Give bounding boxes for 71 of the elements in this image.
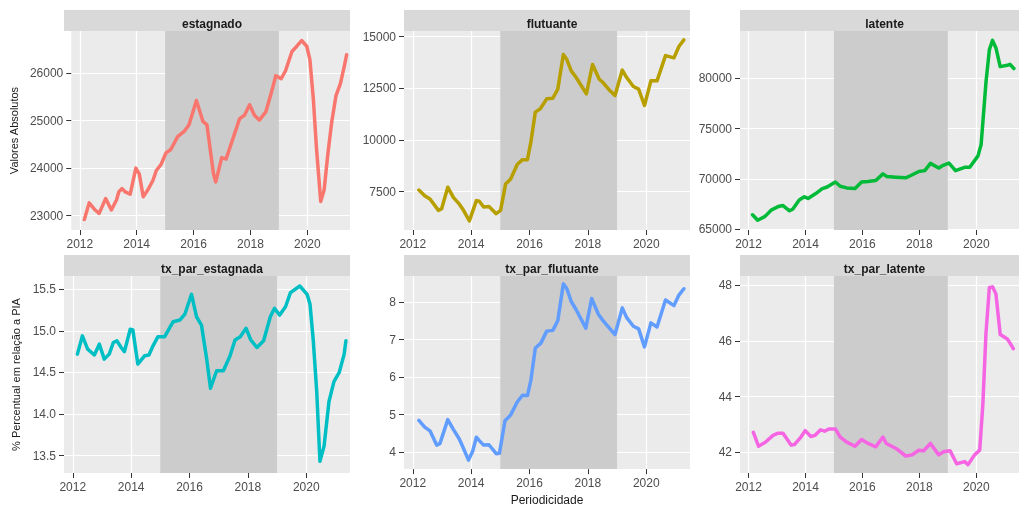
y-tick-label: 42 xyxy=(718,445,733,460)
y-tick-label: 12500 xyxy=(362,81,397,96)
x-tick-label: 2014 xyxy=(792,237,820,251)
y-tick-label: 23000 xyxy=(29,208,64,223)
x-tick-label: 2020 xyxy=(632,476,660,491)
x-tick-label: 2012 xyxy=(399,237,427,251)
y-tick-label: 6 xyxy=(389,370,397,385)
x-tick-label: 2012 xyxy=(735,480,763,494)
y-tick-label: 80000 xyxy=(698,71,733,86)
chart-title: tx_par_estagnada xyxy=(160,262,264,276)
x-tick-label: 2016 xyxy=(849,480,877,494)
y-tick-label: 25000 xyxy=(29,113,64,128)
line-series xyxy=(751,285,1016,467)
line-series xyxy=(750,38,1016,223)
y-tick-label: 14.5 xyxy=(32,365,57,380)
x-tick-label: 2014 xyxy=(117,480,145,494)
y-tick-label: 4 xyxy=(389,445,397,460)
y-tick-label: 10000 xyxy=(362,133,397,148)
chart-title: estagnado xyxy=(181,17,243,31)
y-tick-label: 15.0 xyxy=(32,323,57,338)
x-tick-label: 2014 xyxy=(792,480,820,494)
x-tick-label: 2012 xyxy=(59,480,87,494)
x-tick-label: 2016 xyxy=(176,480,204,494)
x-tick-label: 2018 xyxy=(574,237,602,251)
x-tick-label: 2014 xyxy=(123,237,151,251)
y-tick-label: 7 xyxy=(389,332,397,347)
y-tick-label: 75000 xyxy=(698,121,733,136)
x-tick-label: 2020 xyxy=(292,480,320,494)
y-tick-label: 13.5 xyxy=(32,448,57,463)
line-series xyxy=(75,284,348,464)
x-tick-label: 2020 xyxy=(962,480,990,494)
line-series xyxy=(417,38,686,223)
x-tick-label: 2014 xyxy=(457,237,485,251)
y-tick-label: 15.5 xyxy=(32,282,57,297)
x-tick-label: 2020 xyxy=(293,237,322,251)
x-tick-label: 2012 xyxy=(66,237,94,251)
y-axis-title: % Percentual em relação a PIA xyxy=(10,297,23,451)
chart-title: tx_par_flutuante xyxy=(505,262,599,276)
x-tick-label: 2018 xyxy=(234,480,262,494)
y-tick-label: 44 xyxy=(718,389,733,404)
chart-title: latente xyxy=(865,17,905,31)
y-tick-label: 14.0 xyxy=(32,406,57,421)
x-tick-label: 2012 xyxy=(735,237,763,251)
y-tick-label: 24000 xyxy=(29,161,64,176)
y-axis-title: Valores Absolutos xyxy=(7,86,20,175)
x-tick-label: 2018 xyxy=(574,476,602,491)
y-tick-label: 8 xyxy=(389,295,397,310)
x-tick-label: 2016 xyxy=(516,476,544,491)
y-tick-label: 5 xyxy=(389,407,397,422)
y-tick-label: 26000 xyxy=(29,65,64,80)
x-tick-label: 2016 xyxy=(516,237,544,251)
line-series xyxy=(417,282,686,462)
x-tick-label: 2016 xyxy=(849,237,877,251)
x-tick-label: 2020 xyxy=(632,237,660,251)
x-tick-label: 2018 xyxy=(906,480,934,494)
y-tick-label: 70000 xyxy=(698,172,733,187)
chart-title: tx_par_latente xyxy=(843,262,926,276)
y-tick-label: 48 xyxy=(718,278,733,293)
y-tick-label: 7500 xyxy=(369,184,397,199)
x-axis-title: Periodicidade xyxy=(510,493,584,507)
y-tick-label: 65000 xyxy=(698,222,733,237)
line-series xyxy=(82,38,349,222)
x-tick-label: 2012 xyxy=(399,476,427,491)
y-tick-label: 15000 xyxy=(362,29,397,44)
x-tick-label: 2018 xyxy=(237,237,265,251)
chart-title: flutuante xyxy=(526,17,578,31)
x-tick-label: 2016 xyxy=(180,237,208,251)
x-tick-label: 2020 xyxy=(962,237,990,251)
y-tick-label: 46 xyxy=(718,333,733,348)
x-tick-label: 2018 xyxy=(906,237,934,251)
x-tick-label: 2014 xyxy=(457,476,485,491)
